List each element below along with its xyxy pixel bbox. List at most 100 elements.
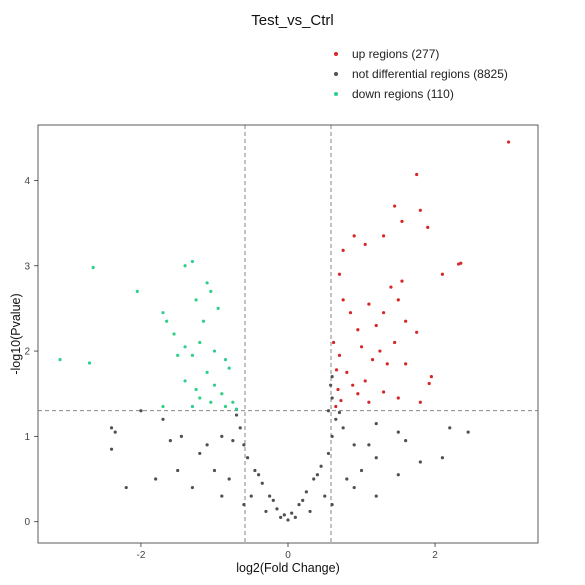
not-differential-point (334, 417, 338, 421)
not-differential-point (245, 456, 250, 460)
not-differential-point (260, 481, 264, 485)
not-differential-point (337, 410, 342, 415)
not-differential-point (139, 409, 143, 413)
not-differential-point (256, 473, 261, 477)
up-region-point (427, 381, 431, 386)
x-axis-title: log2(Fold Change) (236, 561, 340, 575)
up-region-point (351, 383, 355, 387)
up-region-point (456, 262, 461, 266)
up-region-point (506, 140, 511, 144)
not-differential-point (308, 509, 312, 514)
not-differential-point (290, 511, 294, 515)
up-region-point (404, 319, 408, 323)
up-region-point (341, 298, 345, 302)
up-region-point (418, 400, 422, 404)
not-differential-point (396, 430, 400, 434)
up-region-point (393, 204, 397, 208)
up-region-point (334, 404, 338, 409)
legend-label-down: down regions (110) (352, 87, 454, 101)
not-differential-point (109, 447, 114, 451)
not-differential-point (242, 443, 246, 447)
down-region-point (190, 259, 195, 264)
not-differential-point (297, 503, 301, 507)
not-differential-point (264, 509, 268, 514)
not-differential-point (279, 515, 283, 520)
y-axis-title: -log10(Pvalue) (9, 293, 23, 374)
up-region-point (378, 349, 382, 353)
not-differential-point (341, 426, 345, 430)
not-differential-point (352, 485, 356, 490)
down-region-point (209, 289, 213, 293)
legend-marker-not-differential (334, 72, 338, 76)
up-region-point (396, 298, 400, 302)
up-region-point (352, 234, 356, 238)
not-differential-point (359, 468, 364, 473)
y-tick-label: 2 (24, 347, 30, 358)
down-region-point (183, 345, 187, 349)
down-region-point (190, 353, 195, 357)
up-region-point (359, 345, 364, 349)
up-region-point (381, 311, 386, 315)
not-differential-point (440, 456, 445, 460)
not-differential-point (396, 473, 400, 477)
down-region-point (231, 400, 235, 404)
x-tick-label: -2 (136, 550, 145, 561)
down-region-point (165, 319, 169, 323)
not-differential-point (418, 460, 422, 464)
not-differential-point (326, 451, 331, 456)
up-region-point (418, 208, 422, 212)
not-differential-point (220, 434, 224, 438)
not-differential-point (113, 430, 117, 434)
down-region-point (91, 265, 95, 270)
not-differential-point (190, 485, 195, 490)
legend-label-up: up regions (277) (352, 47, 440, 61)
not-differential-point (312, 477, 316, 481)
not-differential-point (238, 426, 242, 430)
down-region-point (212, 383, 217, 387)
up-region-point (370, 357, 375, 362)
not-differential-point (301, 498, 305, 502)
up-region-point (374, 323, 378, 328)
not-differential-point (282, 513, 286, 517)
not-differential-point (220, 494, 224, 498)
not-differential-point (448, 426, 452, 430)
down-region-point (198, 340, 202, 345)
down-region-point (161, 404, 165, 409)
legend-marker-up (334, 52, 338, 56)
up-region-point (396, 396, 400, 400)
y-tick-label: 4 (24, 176, 30, 187)
legend-item-up: up regions (277) (330, 44, 508, 64)
not-differential-point (329, 383, 333, 387)
down-region-point (234, 407, 239, 411)
legend: up regions (277) not differential region… (330, 44, 508, 104)
not-differential-point (124, 485, 128, 490)
not-differential-point (315, 473, 320, 477)
up-region-point (389, 285, 393, 289)
up-region-point (339, 398, 343, 403)
down-region-point (190, 404, 195, 409)
not-differential-point (205, 443, 209, 447)
y-tick-label: 3 (24, 261, 30, 272)
not-differential-point (374, 456, 378, 460)
down-region-point (212, 349, 217, 353)
down-region-point (58, 357, 62, 362)
up-region-point (356, 328, 360, 332)
not-differential-point (109, 426, 114, 430)
down-region-point (223, 404, 228, 409)
not-differential-point (330, 434, 334, 438)
up-region-point (426, 225, 430, 229)
not-differential-point (161, 417, 165, 421)
up-region-point (356, 392, 360, 396)
not-differential-point (168, 439, 172, 443)
down-region-point (220, 392, 224, 396)
not-differential-point (253, 468, 257, 473)
not-differential-point (352, 443, 356, 447)
chart-title: Test_vs_Ctrl (251, 12, 334, 29)
up-region-point (393, 340, 397, 345)
down-region-point (209, 400, 213, 404)
legend-marker-down (334, 92, 338, 96)
up-region-point (348, 311, 353, 315)
not-differential-point (231, 439, 235, 443)
up-region-point (429, 375, 433, 379)
